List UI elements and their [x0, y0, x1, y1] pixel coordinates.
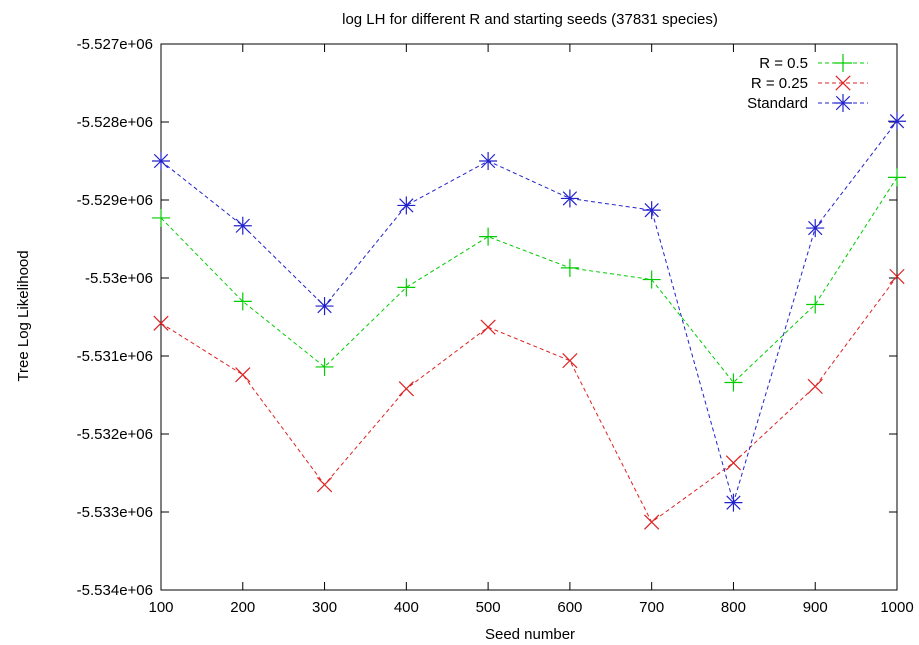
data-point	[316, 477, 333, 493]
x-tick-label: 300	[312, 599, 337, 616]
legend-label: Standard	[747, 95, 808, 112]
series-line	[160, 276, 898, 523]
x-tick-label: 600	[557, 599, 582, 616]
chart-title: log LH for different R and starting seed…	[342, 11, 718, 28]
data-point	[397, 278, 416, 297]
data-point	[644, 514, 660, 530]
x-tick-label: 200	[230, 599, 255, 616]
data-point	[888, 112, 906, 131]
y-tick-label: -5.529e+06	[77, 192, 153, 209]
data-point	[834, 94, 852, 112]
y-tick-label: -5.533e+06	[77, 504, 153, 521]
data-point	[834, 54, 852, 72]
data-point	[806, 295, 825, 314]
x-ticks: 100 200 300 400 500 600 700 800 900 1000	[148, 44, 914, 616]
legend: R = 0.5 R = 0.25 Standard	[747, 54, 868, 112]
y-tick-label: -5.534e+06	[77, 582, 153, 599]
data-point	[725, 455, 742, 471]
x-axis-label: Seed number	[485, 626, 575, 643]
data-point	[233, 216, 252, 235]
data-point	[479, 152, 498, 170]
legend-label: R = 0.5	[759, 55, 808, 72]
data-point	[398, 381, 414, 397]
series-line	[160, 120, 898, 505]
y-tick-label: -5.531e+06	[77, 348, 153, 365]
y-ticks: -5.527e+06 -5.528e+06 -5.529e+06 -5.53e+06 -…	[77, 36, 897, 599]
data-point	[889, 268, 905, 285]
data-point	[724, 373, 743, 392]
data-point	[233, 292, 252, 311]
y-tick-label: -5.53e+06	[85, 270, 153, 287]
x-tick-label: 500	[476, 599, 501, 616]
x-tick-label: 700	[639, 599, 664, 616]
data-point	[235, 367, 251, 383]
data-point	[560, 189, 579, 208]
y-tick-label: -5.528e+06	[77, 114, 153, 131]
y-tick-label: -5.532e+06	[77, 426, 153, 443]
x-tick-label: 900	[803, 599, 828, 616]
data-point	[315, 297, 334, 316]
data-point	[480, 319, 496, 335]
data-point	[153, 315, 169, 331]
data-point	[397, 196, 416, 215]
series-layer	[152, 112, 906, 530]
data-point	[835, 75, 851, 91]
data-point	[888, 168, 906, 187]
data-point	[560, 258, 579, 277]
data-point	[642, 201, 661, 220]
y-axis-label: Tree Log Likelihood	[15, 250, 32, 381]
data-point	[724, 493, 743, 512]
data-point	[479, 227, 498, 246]
data-point	[806, 219, 825, 238]
data-point	[807, 378, 823, 395]
x-tick-label: 800	[721, 599, 746, 616]
x-tick-label: 100	[148, 599, 173, 616]
series-line	[160, 177, 898, 384]
data-point	[315, 357, 334, 376]
data-point	[152, 152, 170, 170]
plot-frame	[160, 43, 898, 591]
x-tick-label: 400	[394, 599, 419, 616]
data-point	[642, 270, 661, 289]
legend-label: R = 0.25	[751, 75, 808, 92]
data-point	[152, 208, 170, 227]
y-tick-label: -5.527e+06	[77, 36, 153, 53]
x-tick-label: 1000	[880, 599, 913, 616]
data-point	[562, 353, 578, 369]
